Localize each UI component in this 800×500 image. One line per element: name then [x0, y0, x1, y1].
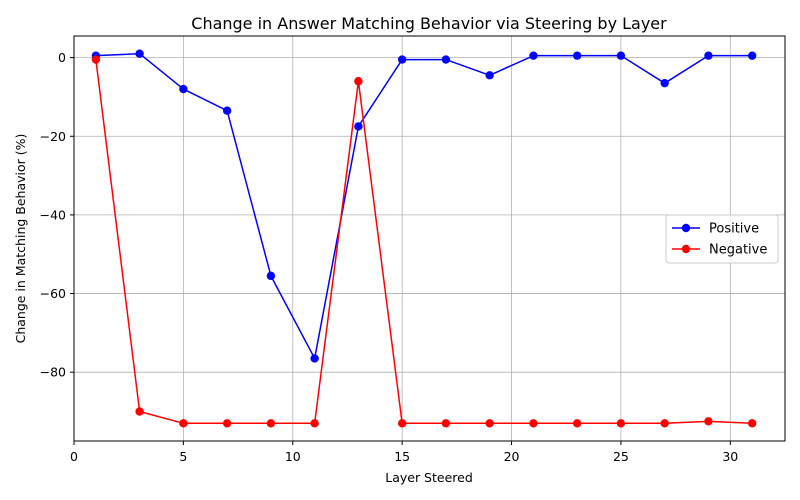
negative-data-point — [441, 419, 451, 428]
plot-frame — [73, 35, 786, 442]
positive-legend-marker — [681, 223, 691, 233]
negative-series-line — [95, 59, 753, 425]
y-tick-label: 0 — [58, 50, 66, 65]
negative-data-point — [572, 419, 582, 428]
x-axis-title: Layer Steered — [385, 470, 473, 485]
negative-legend-marker — [681, 244, 691, 254]
y-tick-label: −40 — [40, 207, 66, 222]
x-tick-label: 0 — [70, 449, 78, 464]
x-tick-label: 10 — [285, 449, 301, 464]
positive-data-point — [397, 55, 407, 64]
negative-data-point — [91, 55, 101, 64]
y-tick-label: −60 — [40, 286, 66, 301]
negative-data-point — [310, 419, 319, 428]
positive-data-point — [572, 51, 582, 60]
negative-data-point — [222, 419, 232, 428]
y-tick-label: −80 — [40, 365, 66, 380]
positive-legend-label: Positive — [709, 222, 759, 237]
y-axis-title: Change in Matching Behavior (%) — [13, 134, 28, 344]
x-tick-label: 5 — [179, 449, 187, 464]
negative-data-point — [660, 419, 669, 428]
negative-data-point — [616, 419, 626, 428]
negative-data-point — [354, 77, 363, 86]
grid-lines — [73, 36, 785, 441]
series-group — [91, 49, 757, 428]
positive-data-point — [660, 78, 669, 88]
positive-data-point — [441, 55, 451, 64]
positive-data-point — [529, 51, 538, 60]
legend-box — [665, 214, 779, 264]
positive-data-point — [704, 51, 713, 60]
negative-data-point — [135, 407, 144, 416]
positive-series-line — [95, 52, 753, 360]
x-tick-label: 25 — [613, 449, 629, 464]
negative-data-point — [397, 419, 407, 428]
chart-title: Change in Answer Matching Behavior via S… — [191, 14, 667, 33]
positive-data-point — [135, 49, 144, 58]
positive-data-point — [616, 51, 626, 60]
positive-data-point — [485, 71, 494, 80]
positive-data-point — [179, 84, 188, 94]
negative-legend-label: Negative — [709, 243, 767, 258]
negative-data-point — [529, 419, 538, 428]
negative-data-point — [485, 419, 494, 428]
positive-data-point — [266, 271, 276, 281]
negative-data-point — [179, 419, 188, 428]
x-tick-label: 20 — [504, 449, 520, 464]
negative-data-point — [747, 419, 757, 428]
axis-ticks: 0 5 10 15 20 25 30 0 −20 −40 −60 −80 — [40, 50, 739, 464]
x-tick-label: 30 — [722, 449, 738, 464]
legend: Positive Negative — [665, 214, 779, 264]
negative-data-point — [266, 419, 276, 428]
positive-data-point — [354, 122, 363, 131]
positive-data-point — [222, 106, 232, 115]
x-tick-label: 15 — [394, 449, 410, 464]
y-tick-label: −20 — [40, 129, 66, 144]
positive-data-point — [310, 354, 319, 363]
negative-data-point — [704, 417, 713, 426]
positive-data-point — [747, 51, 757, 60]
